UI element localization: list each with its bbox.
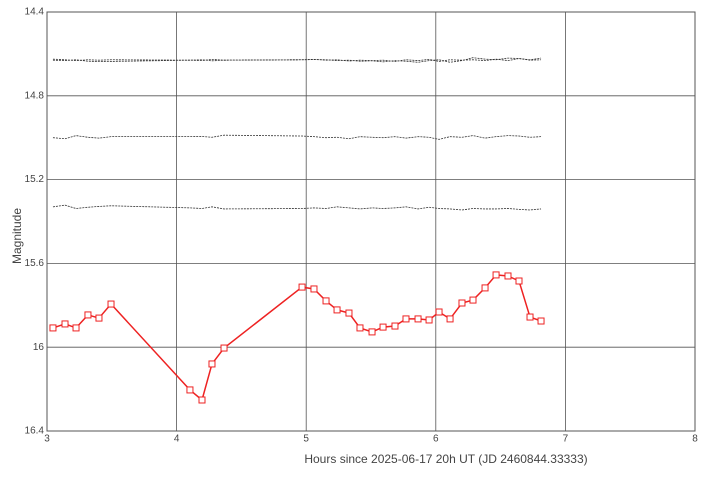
data-point — [298, 283, 306, 291]
series-line — [52, 57, 542, 62]
series-line — [52, 204, 542, 211]
x-tick-label: 5 — [303, 434, 309, 445]
data-point — [458, 299, 466, 307]
data-point — [504, 272, 512, 280]
x-tick-label: 8 — [692, 434, 698, 445]
data-point — [469, 296, 477, 304]
data-point — [391, 322, 399, 330]
data-point — [345, 309, 353, 317]
data-point — [49, 324, 57, 332]
data-point — [61, 320, 69, 328]
y-tick-label: 15.2 — [25, 174, 45, 185]
data-point — [379, 323, 387, 331]
x-axis-label: Hours since 2025-06-17 20h UT (JD 246084… — [304, 452, 587, 466]
data-point — [310, 285, 318, 293]
y-tick-label: 15.6 — [25, 258, 45, 269]
data-point — [537, 317, 545, 325]
data-point — [414, 315, 422, 323]
data-point — [425, 316, 433, 324]
x-tick-label: 7 — [563, 434, 569, 445]
y-tick-label: 14.8 — [25, 90, 45, 101]
series-line — [52, 274, 542, 402]
y-tick-label: 16.4 — [25, 426, 45, 437]
data-point — [435, 308, 443, 316]
data-point — [356, 324, 364, 332]
data-point — [368, 328, 376, 336]
y-axis-label: Magnitude — [10, 208, 24, 264]
data-point — [481, 284, 489, 292]
x-tick-label: 3 — [44, 434, 50, 445]
x-tick-label: 6 — [433, 434, 439, 445]
data-point — [322, 297, 330, 305]
data-point — [333, 306, 341, 314]
data-point — [186, 386, 194, 394]
data-point — [492, 271, 500, 279]
data-point — [526, 313, 534, 321]
data-point — [95, 314, 103, 322]
data-point — [208, 360, 216, 368]
data-point — [84, 311, 92, 319]
y-tick-label: 14.4 — [25, 7, 45, 18]
data-point — [72, 324, 80, 332]
data-point — [107, 300, 115, 308]
data-point — [446, 315, 454, 323]
series-line — [52, 57, 542, 63]
y-tick-label: 16 — [33, 342, 45, 353]
data-point — [515, 277, 523, 285]
data-point — [402, 315, 410, 323]
plot-frame — [46, 11, 696, 432]
x-tick-label: 4 — [174, 434, 180, 445]
data-point — [220, 344, 228, 352]
data-point — [198, 396, 206, 404]
series-line — [52, 134, 542, 140]
